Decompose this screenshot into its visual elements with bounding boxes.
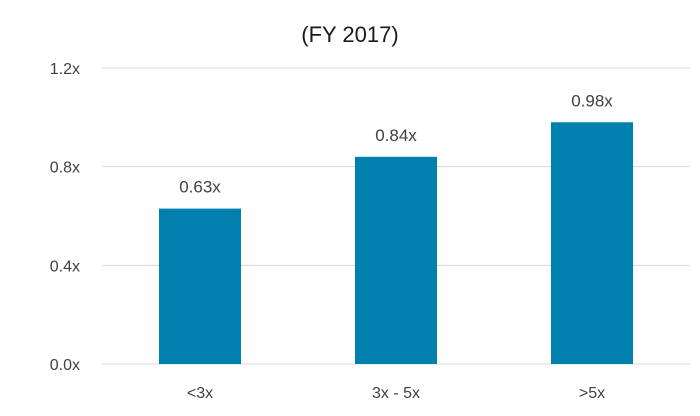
x-category-label: <3x bbox=[187, 385, 213, 402]
y-axis-ticks: 0.0x 0.4x 0.8x 1.2x bbox=[50, 61, 80, 374]
data-label: 0.84x bbox=[375, 126, 417, 145]
bar bbox=[159, 208, 241, 364]
bar bbox=[551, 122, 633, 365]
y-tick-label: 1.2x bbox=[50, 61, 80, 78]
y-tick-label: 0.8x bbox=[50, 160, 80, 177]
x-axis-categories: <3x 3x - 5x >5x bbox=[187, 385, 605, 402]
x-category-label: >5x bbox=[579, 385, 605, 402]
x-category-label: 3x - 5x bbox=[372, 385, 420, 402]
y-tick-label: 0.0x bbox=[50, 357, 80, 374]
data-label: 0.98x bbox=[571, 91, 613, 110]
data-label: 0.63x bbox=[179, 178, 221, 197]
data-labels: 0.63x 0.84x 0.98x bbox=[179, 91, 613, 196]
bars bbox=[159, 122, 633, 365]
y-tick-label: 0.4x bbox=[50, 258, 80, 275]
bar bbox=[355, 156, 437, 364]
chart-title: (FY 2017) bbox=[301, 22, 398, 47]
